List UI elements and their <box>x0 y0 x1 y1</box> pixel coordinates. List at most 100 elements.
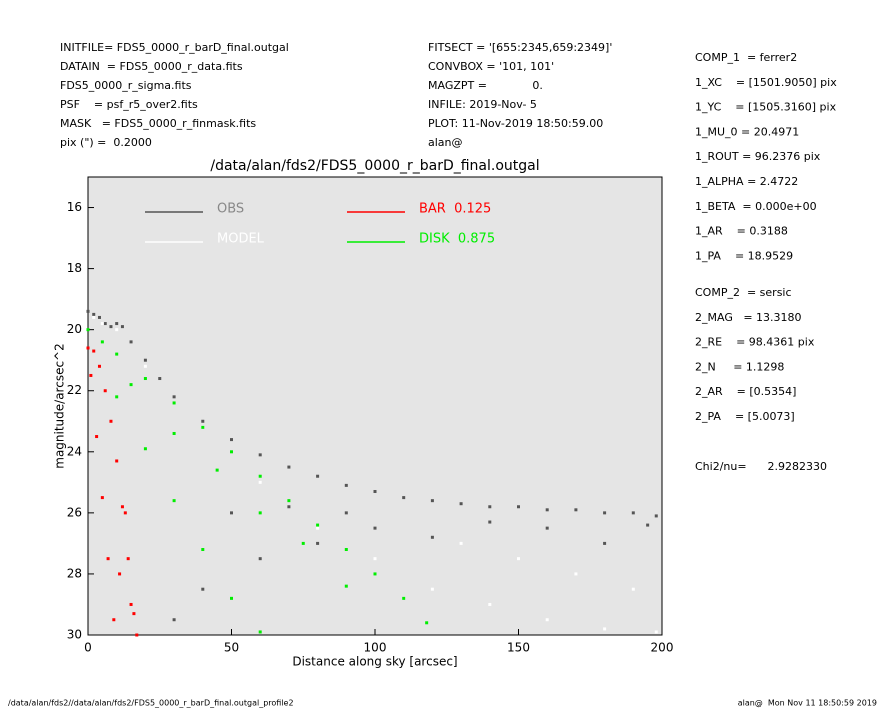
point <box>86 346 90 350</box>
point <box>574 572 578 576</box>
x-axis-label: Distance along sky [arcsec] <box>292 655 457 669</box>
y-tick-label: 18 <box>67 261 82 275</box>
point <box>143 364 147 368</box>
param-line: 1_XC = [1501.9050] pix <box>695 76 837 89</box>
point <box>201 548 205 552</box>
plot-area <box>87 176 663 636</box>
point <box>402 596 406 600</box>
param-line: 2_PA = [5.0073] <box>695 410 795 423</box>
param-line: Chi2/nu= 2.9282330 <box>695 460 827 473</box>
point <box>230 450 233 454</box>
point <box>316 526 320 530</box>
point <box>402 496 406 500</box>
point <box>230 596 233 600</box>
point <box>172 395 176 399</box>
point <box>135 633 139 637</box>
point <box>92 312 96 316</box>
point <box>172 401 176 405</box>
point <box>517 505 520 509</box>
param-line: 1_ALPHA = 2.4722 <box>695 175 798 188</box>
point <box>172 499 176 503</box>
legend-label: DISK 0.875 <box>419 232 495 247</box>
point <box>129 602 133 606</box>
header-line: INITFILE= FDS5_0000_r_barD_final.outgal <box>60 41 289 54</box>
param-line: COMP_1 = ferrer2 <box>695 51 797 64</box>
point <box>287 505 291 509</box>
point <box>430 499 434 503</box>
header-line: PLOT: 11-Nov-2019 18:50:59.00 <box>428 117 603 130</box>
point <box>631 587 635 591</box>
point <box>344 483 348 487</box>
point <box>316 541 320 545</box>
point <box>287 499 291 503</box>
point <box>115 459 119 463</box>
point <box>425 621 429 625</box>
point <box>545 618 549 622</box>
point <box>95 435 99 439</box>
x-tick-label: 0 <box>84 641 92 655</box>
point <box>172 618 176 622</box>
point <box>287 465 291 469</box>
point <box>316 523 320 527</box>
point <box>344 584 348 588</box>
x-tick-label: 100 <box>364 641 387 655</box>
param-line: 2_RE = 98.4361 pix <box>695 336 815 349</box>
point <box>488 505 492 509</box>
point <box>316 474 320 478</box>
y-axis-label: magnitude/arcsec^2 <box>53 343 67 469</box>
point <box>344 548 348 552</box>
point <box>430 535 434 539</box>
point <box>143 447 147 451</box>
param-line: 1_YC = [1505.3160] pix <box>695 101 837 114</box>
point <box>115 352 119 356</box>
point <box>97 315 101 319</box>
param-line: 1_MU_0 = 20.4971 <box>695 125 799 138</box>
point <box>373 526 377 530</box>
point <box>106 557 110 561</box>
point <box>603 541 607 545</box>
x-tick-label: 200 <box>651 641 674 655</box>
header-line: alan@ <box>428 136 463 149</box>
point <box>158 377 162 381</box>
y-tick-label: 24 <box>67 444 82 458</box>
point <box>129 383 133 387</box>
legend-label: OBS <box>217 202 244 217</box>
point <box>201 419 205 423</box>
point <box>115 395 119 399</box>
param-line: 1_ROUT = 96.2376 pix <box>695 150 821 163</box>
point <box>230 438 233 442</box>
point <box>631 511 635 515</box>
point <box>646 523 650 527</box>
x-tick-label: 150 <box>507 641 530 655</box>
y-tick-label: 26 <box>67 505 82 519</box>
point <box>109 325 113 329</box>
footer-left: /data/alan/fds2//data/alan/fds2/FDS5_000… <box>8 699 294 708</box>
point <box>201 587 205 591</box>
legend-label: BAR 0.125 <box>419 202 491 217</box>
header-line: CONVBOX = '101, 101' <box>428 60 554 73</box>
point <box>100 340 104 344</box>
param-line: 1_PA = 18.9529 <box>695 249 793 262</box>
point <box>115 328 119 332</box>
param-line: 1_AR = 0.3188 <box>695 225 788 238</box>
point <box>517 557 520 561</box>
point <box>92 349 96 353</box>
point <box>430 587 434 591</box>
header-line: MAGZPT = 0. <box>428 79 543 92</box>
point <box>103 322 107 326</box>
point <box>230 511 233 515</box>
point <box>545 526 549 530</box>
point <box>258 480 262 484</box>
param-line: 2_N = 1.1298 <box>695 360 784 373</box>
header-line: DATAIN = FDS5_0000_r_data.fits <box>60 60 243 73</box>
header-line: FITSECT = '[655:2345,659:2349]' <box>428 41 612 54</box>
point <box>459 541 463 545</box>
param-line: 2_AR = [0.5354] <box>695 385 796 398</box>
point <box>115 322 119 326</box>
point <box>97 364 101 368</box>
point <box>258 474 262 478</box>
point <box>373 572 377 576</box>
param-line: COMP_2 = sersic <box>695 286 792 299</box>
